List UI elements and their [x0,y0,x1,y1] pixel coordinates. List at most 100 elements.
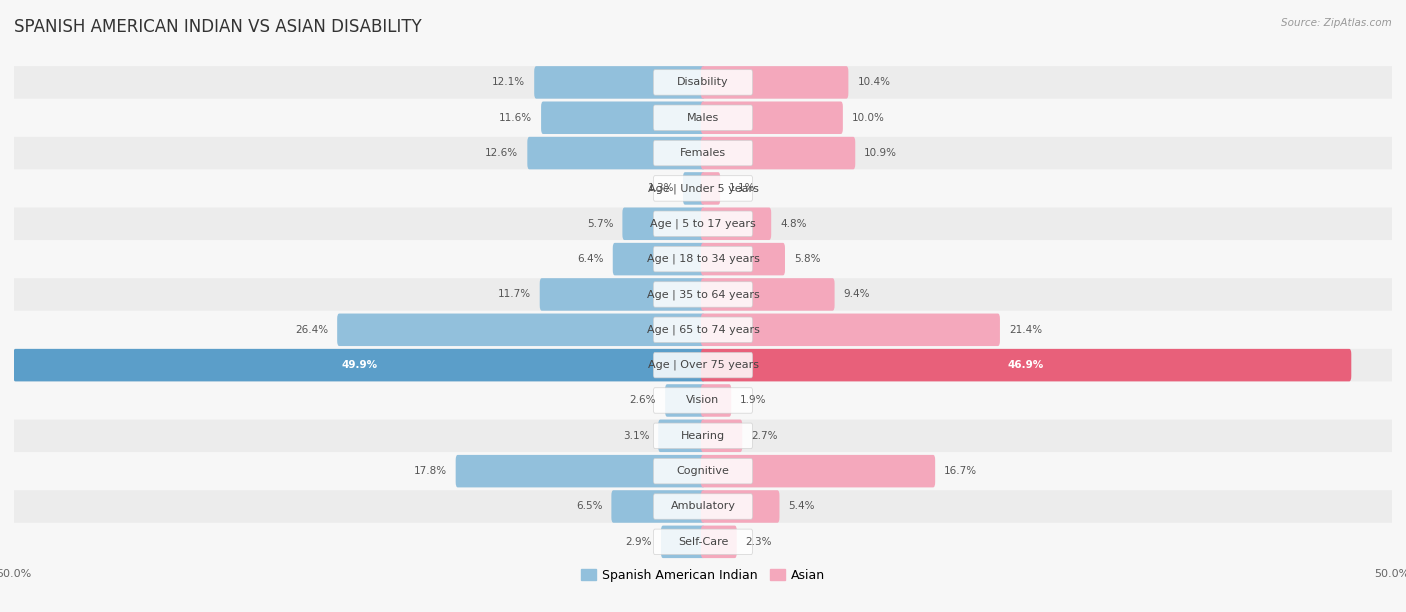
FancyBboxPatch shape [702,172,720,204]
Text: 10.4%: 10.4% [858,77,890,88]
FancyBboxPatch shape [654,70,752,95]
FancyBboxPatch shape [654,458,752,484]
FancyBboxPatch shape [654,176,752,201]
FancyBboxPatch shape [702,455,935,487]
FancyBboxPatch shape [527,137,704,170]
FancyBboxPatch shape [654,282,752,307]
Text: Vision: Vision [686,395,720,406]
FancyBboxPatch shape [702,137,855,170]
FancyBboxPatch shape [702,313,1000,346]
FancyBboxPatch shape [702,526,737,558]
Text: 6.4%: 6.4% [578,254,603,264]
FancyBboxPatch shape [654,105,752,130]
FancyBboxPatch shape [702,490,779,523]
FancyBboxPatch shape [702,384,731,417]
Text: 2.9%: 2.9% [626,537,652,547]
Text: 5.8%: 5.8% [794,254,821,264]
FancyBboxPatch shape [14,207,1392,240]
FancyBboxPatch shape [14,349,1392,381]
FancyBboxPatch shape [14,137,1392,170]
Text: Age | 35 to 64 years: Age | 35 to 64 years [647,289,759,300]
Text: 4.8%: 4.8% [780,218,807,229]
Text: 21.4%: 21.4% [1010,325,1042,335]
Text: 9.4%: 9.4% [844,289,870,299]
FancyBboxPatch shape [661,526,704,558]
FancyBboxPatch shape [456,455,704,487]
Text: Self-Care: Self-Care [678,537,728,547]
Text: Females: Females [681,148,725,158]
FancyBboxPatch shape [14,526,1392,558]
FancyBboxPatch shape [654,529,752,554]
Text: 2.7%: 2.7% [751,431,778,441]
FancyBboxPatch shape [541,102,704,134]
FancyBboxPatch shape [613,243,704,275]
Text: Hearing: Hearing [681,431,725,441]
FancyBboxPatch shape [14,66,1392,99]
Text: Disability: Disability [678,77,728,88]
Text: Males: Males [688,113,718,123]
FancyBboxPatch shape [654,211,752,236]
Text: 49.9%: 49.9% [342,360,377,370]
FancyBboxPatch shape [702,102,842,134]
Text: SPANISH AMERICAN INDIAN VS ASIAN DISABILITY: SPANISH AMERICAN INDIAN VS ASIAN DISABIL… [14,18,422,36]
Legend: Spanish American Indian, Asian: Spanish American Indian, Asian [575,564,831,587]
Text: 12.6%: 12.6% [485,148,519,158]
Text: 2.6%: 2.6% [630,395,657,406]
Text: 46.9%: 46.9% [1008,360,1045,370]
Text: Cognitive: Cognitive [676,466,730,476]
Text: 26.4%: 26.4% [295,325,328,335]
Text: 16.7%: 16.7% [945,466,977,476]
FancyBboxPatch shape [683,172,704,204]
Text: 11.7%: 11.7% [498,289,531,299]
FancyBboxPatch shape [14,455,1392,487]
Text: 1.3%: 1.3% [648,184,673,193]
FancyBboxPatch shape [654,317,752,343]
FancyBboxPatch shape [623,207,704,240]
FancyBboxPatch shape [14,278,1392,311]
Text: Age | 65 to 74 years: Age | 65 to 74 years [647,324,759,335]
Text: Age | 5 to 17 years: Age | 5 to 17 years [650,218,756,229]
FancyBboxPatch shape [612,490,704,523]
FancyBboxPatch shape [702,420,742,452]
FancyBboxPatch shape [654,388,752,413]
FancyBboxPatch shape [337,313,704,346]
FancyBboxPatch shape [654,140,752,166]
FancyBboxPatch shape [702,349,1351,381]
FancyBboxPatch shape [14,313,1392,346]
FancyBboxPatch shape [14,490,1392,523]
FancyBboxPatch shape [654,353,752,378]
FancyBboxPatch shape [14,172,1392,204]
Text: 1.9%: 1.9% [740,395,766,406]
Text: 6.5%: 6.5% [576,501,602,512]
FancyBboxPatch shape [14,102,1392,134]
Text: 10.9%: 10.9% [865,148,897,158]
Text: 12.1%: 12.1% [492,77,526,88]
FancyBboxPatch shape [534,66,704,99]
FancyBboxPatch shape [540,278,704,311]
Text: Age | Under 5 years: Age | Under 5 years [648,183,758,193]
FancyBboxPatch shape [702,243,785,275]
FancyBboxPatch shape [654,247,752,272]
Text: 11.6%: 11.6% [499,113,531,123]
FancyBboxPatch shape [654,423,752,449]
FancyBboxPatch shape [665,384,704,417]
Text: 17.8%: 17.8% [413,466,447,476]
Text: 2.3%: 2.3% [745,537,772,547]
Text: 5.4%: 5.4% [789,501,815,512]
FancyBboxPatch shape [14,349,704,381]
FancyBboxPatch shape [14,384,1392,417]
FancyBboxPatch shape [658,420,704,452]
Text: 3.1%: 3.1% [623,431,650,441]
Text: 5.7%: 5.7% [586,218,613,229]
Text: Age | Over 75 years: Age | Over 75 years [648,360,758,370]
Text: Ambulatory: Ambulatory [671,501,735,512]
FancyBboxPatch shape [654,494,752,519]
FancyBboxPatch shape [14,243,1392,275]
Text: 10.0%: 10.0% [852,113,884,123]
Text: Age | 18 to 34 years: Age | 18 to 34 years [647,254,759,264]
Text: 1.1%: 1.1% [730,184,755,193]
FancyBboxPatch shape [702,207,772,240]
FancyBboxPatch shape [702,278,835,311]
Text: Source: ZipAtlas.com: Source: ZipAtlas.com [1281,18,1392,28]
FancyBboxPatch shape [702,66,848,99]
